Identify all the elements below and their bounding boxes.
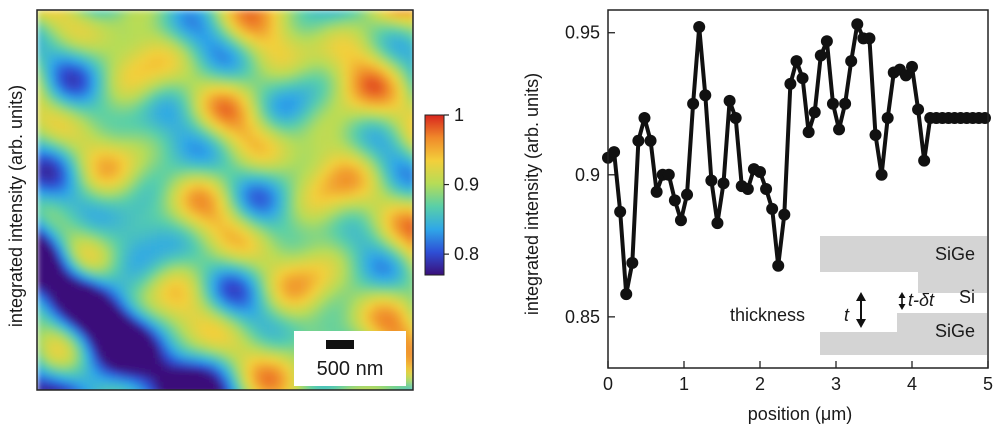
inset-label-sige-bottom: SiGe (935, 321, 975, 341)
scale-bar-line (326, 340, 354, 349)
data-point (766, 202, 779, 215)
data-point (754, 165, 766, 178)
data-point (620, 288, 633, 301)
data-point (881, 111, 894, 124)
data-point (912, 103, 925, 116)
data-point (790, 55, 803, 68)
x-tick-label: 4 (907, 374, 917, 394)
data-point (614, 205, 627, 218)
data-point (808, 106, 821, 119)
delta-arrow (898, 292, 906, 310)
plot-frame (607, 9, 989, 369)
data-point (906, 60, 918, 73)
data-point (668, 194, 681, 207)
thickness-arrow (856, 292, 866, 328)
data-point (899, 69, 912, 82)
heatmap-panel: integrated intensity (arb. units) 500 nm… (6, 9, 479, 391)
data-point (760, 183, 773, 195)
data-point (729, 111, 742, 124)
colorbar-tick-label: 1 (454, 105, 464, 125)
data-point (681, 188, 694, 201)
data-point (851, 18, 864, 31)
data-point (626, 256, 639, 269)
data-point (693, 21, 706, 34)
y-tick-label: 0.95 (565, 23, 600, 43)
data-point (875, 168, 888, 181)
inset-thickness-label: thickness (730, 305, 805, 325)
data-point (796, 72, 809, 85)
data-point (814, 49, 827, 62)
data-point (687, 97, 700, 110)
data-point (632, 134, 645, 147)
scale-bar: 500 nm (294, 331, 406, 386)
y-tick-label: 0.9 (575, 165, 600, 185)
data-point (863, 32, 876, 45)
inset-label-sige-top: SiGe (935, 244, 975, 264)
line-panel: integrated intensity (arb. units) positi… (522, 9, 993, 424)
data-point (711, 217, 724, 230)
data-point (772, 259, 785, 272)
data-point (699, 89, 712, 102)
data-point (674, 214, 687, 227)
inset-lower-sige-layer (820, 313, 987, 355)
data-point (644, 134, 657, 147)
x-tick-label: 5 (983, 374, 993, 394)
data-point (820, 35, 833, 48)
heatmap-ylabel: integrated intensity (arb. units) (6, 85, 26, 327)
data-point (638, 111, 651, 124)
data-point (802, 126, 815, 139)
data-point (826, 97, 839, 110)
data-point (869, 129, 882, 142)
heatmap-frame (36, 9, 414, 391)
data-point (723, 94, 736, 107)
data-point (662, 168, 675, 181)
data-point (778, 208, 791, 221)
inset-delta-label: t-δt (908, 290, 935, 310)
x-tick-label: 3 (831, 374, 841, 394)
colorbar-gradient (424, 114, 445, 276)
inset-label-si: Si (959, 287, 975, 307)
data-point (845, 55, 858, 68)
scale-bar-label: 500 nm (317, 358, 384, 380)
colorbar-tick-label: 0.8 (454, 244, 479, 264)
data-point (918, 154, 931, 167)
data-point (741, 183, 754, 195)
x-tick-label: 2 (755, 374, 765, 394)
y-tick-label: 0.85 (565, 307, 600, 327)
line-ylabel: integrated intensity (arb. units) (522, 73, 542, 315)
data-point (717, 177, 730, 190)
data-point (608, 146, 621, 159)
data-point (978, 111, 991, 124)
data-point (833, 123, 846, 136)
data-point (784, 77, 797, 90)
line-xlabel: position (μm) (748, 404, 852, 424)
x-tick-label: 1 (679, 374, 689, 394)
inset-t-label: t (844, 305, 850, 325)
data-point (650, 185, 663, 198)
layer-inset: SiGe Si SiGe thickness t t-δt (730, 236, 987, 355)
colorbar: 0.8 0.9 1 (424, 105, 479, 276)
x-tick-label: 0 (603, 374, 613, 394)
inset-upper-sige-layer (820, 236, 987, 293)
data-point (705, 174, 718, 187)
data-point (839, 97, 852, 110)
colorbar-tick-label: 0.9 (454, 175, 479, 195)
